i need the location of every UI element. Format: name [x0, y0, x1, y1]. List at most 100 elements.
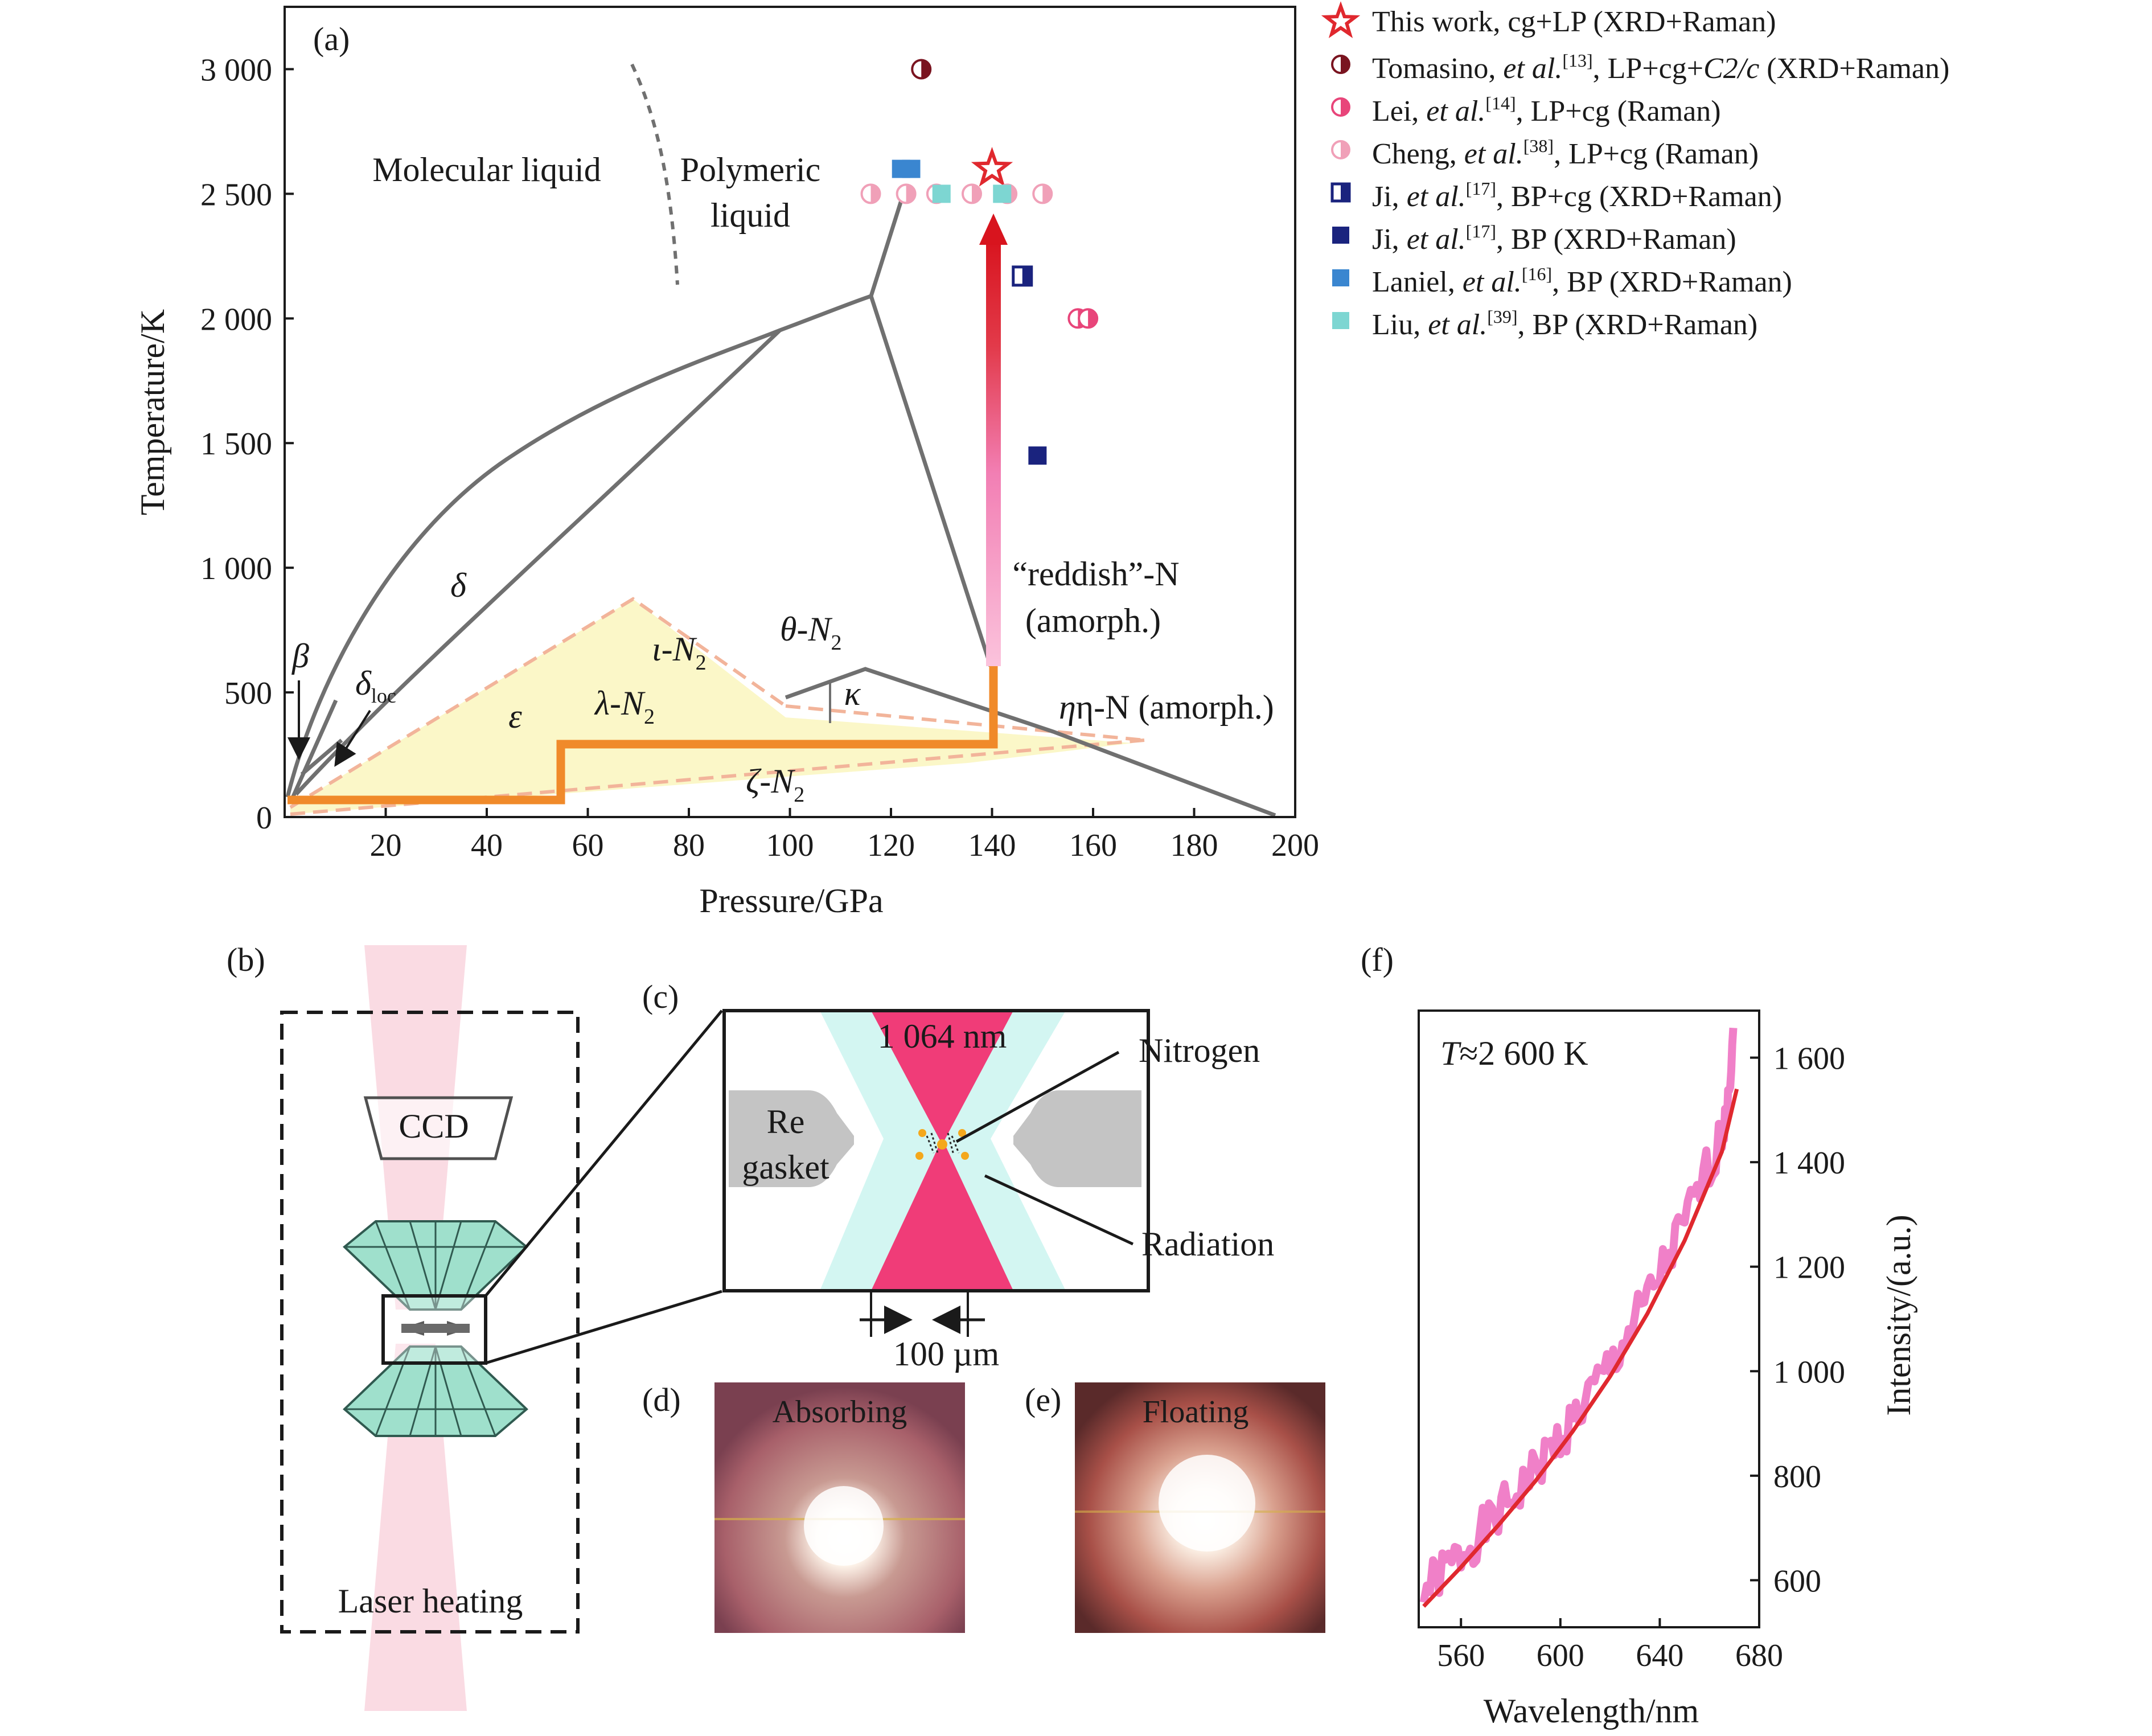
ccd-label: CCD [399, 1107, 469, 1145]
label-zeta: ζ-N2 [746, 762, 804, 807]
wavelength-label: 1 064 nm [878, 1017, 1007, 1055]
beta-line [288, 699, 338, 804]
x-tick-label-f: 560 [1437, 1638, 1485, 1673]
nitrogen-sample [915, 1129, 969, 1160]
absorbing-hotspot [804, 1486, 884, 1566]
panel-label-c: (c) [642, 978, 679, 1015]
phase-diagram-panel: (a) 20 40 60 80 100 120 140 160 180 200 0 500 1 000 1… [134, 6, 1319, 920]
floating-label: Floating [1143, 1394, 1249, 1430]
data-point-4 [860, 183, 881, 204]
x-tick-label-f: 640 [1636, 1638, 1683, 1673]
temperature-annotation: T≈2 600 K [1440, 1035, 1588, 1072]
legend-entry-3: Lei, et al.[14], LP+cg (Raman) [1372, 93, 1721, 128]
legend-markers [1321, 1, 1361, 329]
axis-ticks-a: 20 40 60 80 100 120 140 160 180 200 0 500 1 000 1 500… [200, 52, 1319, 863]
sample-chamber-schematic: (c) 1 064 nm Re gasket Nitrogen Radiatio… [642, 978, 1274, 1373]
legend-entry-8: Liu, et al.[39], BP (XRD+Raman) [1372, 306, 1757, 341]
legend-marker-4 [1331, 140, 1350, 159]
y-tick-label-a: 2 000 [200, 302, 272, 337]
data-point-1 [971, 146, 1013, 187]
lower-diamond-facets [344, 1346, 527, 1437]
liquid-liquid-dashed-line [630, 63, 679, 285]
label-epsilon: ε [508, 697, 522, 735]
label-iota: ι-N2 [652, 630, 707, 675]
y-tick-label-a: 2 500 [200, 177, 272, 212]
y-tick-label-a: 3 000 [200, 52, 272, 88]
upper-diamond-facets [344, 1221, 527, 1310]
planck-fit-line [1422, 1088, 1739, 1608]
legend-marker-3 [1331, 97, 1350, 117]
y-tick-label-a: 500 [224, 676, 272, 711]
legend-marker-6 [1332, 227, 1349, 244]
absorbing-photo: (d) Absorbing [642, 1381, 965, 1633]
data-point-3 [1078, 308, 1099, 329]
x-tick-label-a: 60 [572, 828, 604, 863]
scale-bar-label: 100 µm [893, 1335, 999, 1373]
x-tick-label-a: 200 [1271, 828, 1319, 863]
y-tick-label-f: 1 200 [1773, 1250, 1845, 1286]
reddish-boundary-line [869, 295, 993, 667]
epsilon-boundary-dashed [289, 597, 787, 809]
y-tick-label-f: 600 [1773, 1563, 1821, 1599]
this-work-path [288, 660, 998, 805]
laser-cone-top [871, 1011, 1013, 1144]
laser-cone-bottom [871, 1139, 1013, 1291]
floating-photo: (e) Floating [1025, 1381, 1325, 1633]
data-point-4 [962, 183, 982, 204]
legend: This work, cg+LP (XRD+Raman) Tomasino, e… [1321, 1, 1949, 341]
eta-text: η-N (amorph.) [1076, 688, 1274, 726]
x-tick-label-a: 40 [471, 828, 503, 863]
legend-marker-1 [1321, 1, 1361, 38]
x-tick-label-a: 160 [1069, 828, 1117, 863]
label-theta: θ-N2 [780, 610, 841, 655]
laser-heating-box [280, 1011, 580, 1634]
heating-arrow-shaft [986, 239, 1001, 666]
legend-marker-8 [1332, 312, 1349, 329]
laser-heating-schematic: (b) CCD Laser heating [227, 941, 723, 1711]
delta-loc-arrow [334, 709, 371, 767]
data-point-5 [1012, 265, 1033, 287]
x-tick-label-a: 20 [370, 828, 402, 863]
label-lambda: λ-N2 [594, 684, 655, 729]
nitrogen-label: Nitrogen [1139, 1032, 1260, 1069]
data-point-8 [993, 184, 1012, 203]
legend-marker-2 [1331, 55, 1350, 74]
radiation-pointer [984, 1174, 1134, 1246]
radiation-spectrum-panel: (f) 560 600 640 680 600 800 1 000 1 200 1 400 1 6… [1361, 941, 1917, 1730]
re-label: Re [767, 1103, 805, 1140]
label-delta-loc: δloc [355, 664, 396, 707]
label-reddish-n: “reddish”-N [1012, 555, 1179, 593]
axis-ticks-f: 560 600 640 680 600 800 1 000 1 200 1 400 1 600 [1437, 1041, 1845, 1673]
nitrogen-pointer [955, 1050, 1120, 1143]
scale-ticks [870, 1291, 969, 1337]
floating-hotspot [1159, 1455, 1255, 1552]
label-reddish-amorph: (amorph.) [1025, 602, 1161, 639]
x-tick-label-f: 680 [1735, 1638, 1783, 1673]
panel-label-b: (b) [227, 941, 265, 978]
lambda-zeta-region [290, 599, 1133, 814]
chamber-frame [722, 1009, 1150, 1292]
y-tick-label-f: 1 000 [1773, 1355, 1845, 1390]
label-kappa: κ [844, 675, 861, 712]
spectrum-lines [1419, 1027, 1739, 1608]
y-tick-label-a: 1 500 [200, 426, 272, 462]
y-axis-label-f: Intensity/(a.u.) [1880, 1214, 1917, 1415]
x-tick-label-a: 120 [867, 828, 915, 863]
panel-label-e: (e) [1025, 1381, 1061, 1418]
label-beta: β [291, 637, 309, 675]
y-tick-label-f: 1 400 [1773, 1146, 1845, 1181]
legend-entry-6: Ji, et al.[17], BP (XRD+Raman) [1372, 221, 1736, 256]
data-markers-a [860, 59, 1099, 465]
x-tick-label-a: 100 [766, 828, 814, 863]
y-axis-label-a: Temperature/K [134, 309, 171, 515]
theta-eta-line [785, 667, 1276, 818]
y-tick-label-a: 1 000 [200, 551, 272, 586]
re-gasket-left [729, 1090, 854, 1187]
label-polymeric: Polymeric [680, 151, 821, 188]
data-point-6 [1028, 446, 1047, 465]
panel-label-d: (d) [642, 1381, 681, 1418]
re-gasket-right [1013, 1090, 1141, 1187]
x-axis-label-a: Pressure/GPa [699, 882, 883, 920]
data-point-7 [902, 159, 921, 178]
legend-entry-1: This work, cg+LP (XRD+Raman) [1372, 6, 1776, 38]
